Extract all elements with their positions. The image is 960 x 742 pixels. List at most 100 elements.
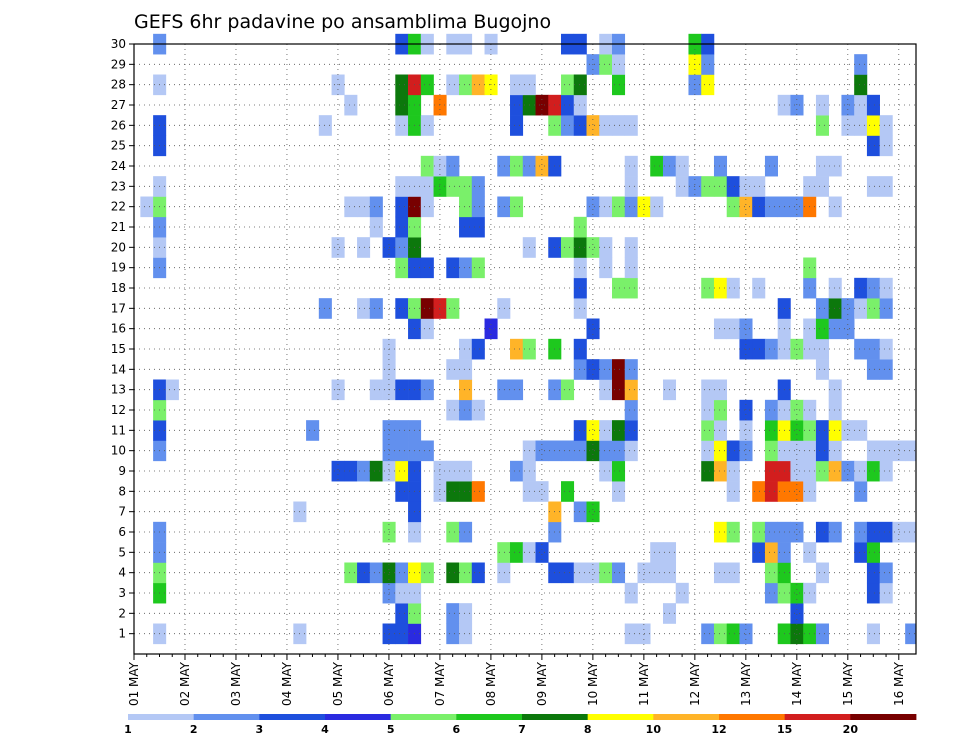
heatmap-cell <box>624 277 638 299</box>
y-tick-label: 22 <box>111 200 126 214</box>
heatmap-cell <box>701 420 715 441</box>
heatmap-cell <box>701 277 715 299</box>
heatmap-cell <box>841 318 855 340</box>
heatmap-cell <box>713 155 728 177</box>
x-tick-label: 03 MAY <box>229 661 243 706</box>
heatmap-cell <box>828 318 842 340</box>
legend-label: 10 <box>646 723 662 736</box>
heatmap-cell <box>854 298 868 319</box>
heatmap-cell <box>573 237 587 258</box>
heatmap-cell <box>357 196 371 218</box>
heatmap-cell <box>866 623 880 645</box>
heatmap-cell <box>586 237 600 258</box>
y-tick-label: 13 <box>111 383 126 397</box>
heatmap-cell <box>866 176 880 197</box>
legend-swatch <box>784 714 851 720</box>
legend-swatch <box>325 714 392 720</box>
heatmap-cell <box>624 623 638 645</box>
legend-label: 20 <box>843 723 859 736</box>
heatmap-cell <box>866 338 880 360</box>
heatmap-cell <box>395 440 409 462</box>
heatmap-cell <box>905 521 917 543</box>
heatmap-cell <box>841 298 855 319</box>
heatmap-cell <box>395 237 409 258</box>
heatmap-cell <box>395 216 409 238</box>
x-tick-label: 02 MAY <box>178 661 192 706</box>
heatmap-cell <box>395 196 409 218</box>
heatmap-cell <box>471 196 485 218</box>
heatmap-cell <box>828 440 842 462</box>
heatmap-cell <box>905 440 917 462</box>
x-tick-label: 16 MAY <box>892 661 906 706</box>
heatmap-cell <box>752 176 766 197</box>
heatmap-cell <box>599 257 613 279</box>
y-tick-label: 10 <box>111 444 126 458</box>
heatmap-cell <box>433 481 447 502</box>
heatmap-cell <box>510 196 524 218</box>
heatmap-cell <box>459 521 473 543</box>
heatmap-cell <box>764 155 778 177</box>
x-tick-label: 04 MAY <box>280 661 294 706</box>
heatmap-cell <box>739 440 753 462</box>
heatmap-cell <box>586 501 600 523</box>
y-tick-label: 20 <box>111 240 126 254</box>
heatmap-cell <box>599 460 613 482</box>
heatmap-cell <box>841 115 855 136</box>
heatmap-cell <box>701 74 715 96</box>
heatmap-cell <box>879 460 893 482</box>
heatmap-cell <box>369 379 383 401</box>
heatmap-cell <box>726 277 740 299</box>
heatmap-cell <box>879 582 893 604</box>
heatmap-cell <box>764 582 778 604</box>
heatmap-cell <box>726 460 740 482</box>
heatmap-cell <box>471 338 485 360</box>
heatmap-cell <box>624 399 638 421</box>
heatmap-cell <box>420 115 434 136</box>
heatmap-cell <box>675 582 689 604</box>
y-tick-label: 18 <box>111 281 126 295</box>
heatmap-cell <box>650 542 664 563</box>
heatmap-cell <box>726 481 740 502</box>
heatmap-cell <box>357 298 371 319</box>
heatmap-cell <box>420 379 434 401</box>
y-tick-label: 11 <box>111 423 126 437</box>
heatmap-cell <box>650 562 664 584</box>
legend-label: 3 <box>256 723 264 736</box>
heatmap-cell <box>612 359 626 380</box>
heatmap-cell <box>726 196 740 218</box>
heatmap-cell <box>318 298 332 319</box>
x-tick-label: 08 MAY <box>484 661 498 706</box>
heatmap-cell <box>586 562 600 584</box>
heatmap-cell <box>866 277 880 299</box>
heatmap-cell <box>599 237 613 258</box>
heatmap-cell <box>471 216 485 238</box>
heatmap-cell <box>650 155 664 177</box>
heatmap-cell <box>344 460 358 482</box>
heatmap-cell <box>828 399 842 421</box>
heatmap-cell <box>344 94 358 116</box>
heatmap-cell <box>459 399 473 421</box>
heatmap-cell <box>318 115 332 136</box>
y-tick-label: 4 <box>118 566 126 580</box>
heatmap-cell <box>420 155 434 177</box>
legend-label: 15 <box>777 723 792 736</box>
heatmap-cell <box>726 318 740 340</box>
heatmap-cell <box>459 623 473 645</box>
heatmap-cell <box>841 420 855 441</box>
heatmap-cell <box>879 359 893 380</box>
heatmap-cell <box>369 196 383 218</box>
heatmap-cell <box>828 521 842 543</box>
heatmap-cell <box>905 623 917 645</box>
x-tick-label: 09 MAY <box>535 661 549 706</box>
heatmap-cell <box>612 481 626 502</box>
y-tick-label: 25 <box>111 139 126 153</box>
y-tick-label: 29 <box>111 57 126 71</box>
heatmap-cell <box>713 562 728 584</box>
legend-swatch <box>850 714 917 720</box>
heatmap-cell <box>752 521 766 543</box>
legend-swatch <box>456 714 523 720</box>
heatmap-cell <box>739 420 753 441</box>
y-tick-label: 24 <box>111 159 126 173</box>
heatmap-cell <box>573 74 587 96</box>
